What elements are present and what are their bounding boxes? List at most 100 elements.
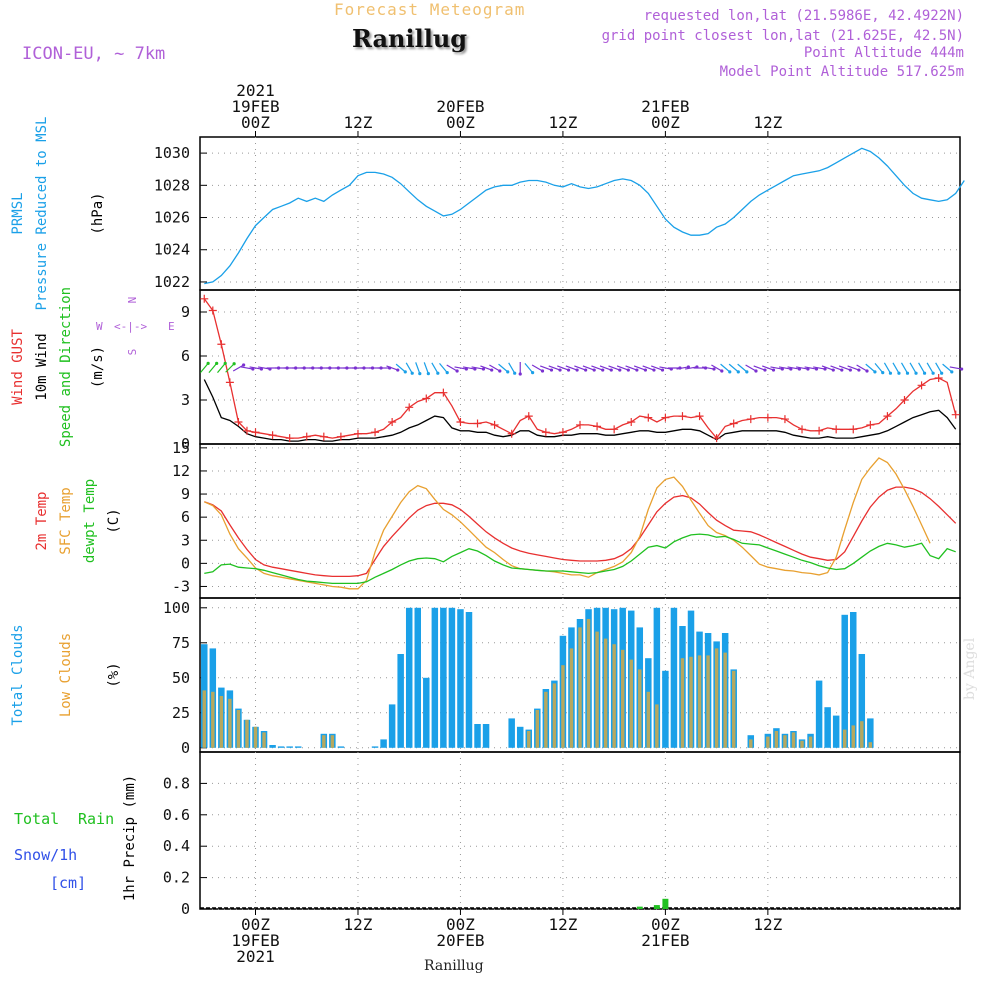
wind-arrow: [386, 365, 398, 371]
total-cloud-bar: [269, 745, 276, 748]
wind-arrow: [676, 366, 689, 370]
wind-arrow: [804, 366, 817, 370]
wind-arrow: [395, 363, 406, 373]
wind-arrow: [633, 365, 646, 371]
low-cloud-bar: [766, 736, 770, 748]
wind-arrow: [249, 366, 262, 370]
gust-marker: [388, 418, 397, 426]
pressure-ytick-label: 1026: [154, 209, 190, 227]
gust-marker: [200, 294, 209, 303]
wind-panel: [199, 289, 964, 445]
wind-arrowhead: [960, 367, 964, 371]
wind-arrowhead: [840, 368, 844, 372]
gust-marker: [353, 429, 362, 438]
model-label: ICON-EU, ~ 7km: [22, 44, 166, 64]
total-cloud-bar: [653, 607, 661, 748]
wind-arrow: [616, 365, 629, 371]
gust-marker: [798, 425, 807, 434]
wind-arrow: [574, 365, 586, 371]
wind-arrowhead: [549, 368, 554, 372]
low-cloud-bar: [843, 729, 847, 748]
total-cloud-bar: [371, 746, 379, 748]
wind-arrowhead: [558, 368, 562, 372]
watermark: by Angel: [962, 637, 978, 700]
total-cloud-bar: [858, 654, 866, 748]
wind-arrow: [462, 366, 476, 370]
wind-arrowhead: [754, 369, 758, 373]
low-cloud-bar: [586, 619, 591, 748]
wind-arrow: [918, 362, 926, 374]
pressure-ytick-label: 1028: [154, 176, 190, 194]
wind-arrowhead: [865, 369, 869, 373]
wind-arrow: [813, 366, 826, 370]
low-cloud-bar: [569, 648, 574, 748]
wind-arrowhead: [771, 368, 776, 372]
low-cloud-bar: [253, 726, 258, 748]
wind-arrowhead: [873, 370, 877, 374]
pressure-ytick-label: 1030: [154, 144, 190, 162]
wind-label-3: (m/s): [90, 346, 106, 388]
gust-marker: [285, 434, 294, 443]
total-cloud-bar: [474, 724, 481, 748]
gust-marker: [593, 422, 602, 431]
wind-arrow: [909, 362, 917, 374]
gust-marker: [832, 425, 841, 434]
wind-frame: [199, 289, 961, 445]
wind-arrowhead: [601, 368, 605, 372]
low-cloud-bar: [808, 736, 813, 748]
temperature-label-0: 2m Temp: [34, 491, 50, 550]
top-time-label: 19FEB: [231, 97, 279, 116]
wind-arrowhead: [950, 370, 954, 374]
wind-arrowhead: [513, 371, 517, 375]
wind-arrowhead: [455, 369, 459, 373]
gust-marker: [917, 381, 926, 390]
wind-arrow: [625, 365, 638, 371]
temperature-label-1: SFC Temp: [58, 487, 74, 554]
wind-arrowhead: [922, 371, 927, 375]
temperature-ytick-label: 9: [181, 485, 190, 503]
wind-arrowhead: [940, 371, 944, 375]
wind-arrow: [232, 364, 244, 372]
gust-marker: [866, 420, 875, 429]
wind-arrowhead: [823, 367, 827, 371]
gust-marker: [319, 432, 328, 441]
temperature-ytick-label: -3: [172, 577, 190, 595]
low-cloud-bar: [202, 690, 206, 748]
clouds-ytick-label: 50: [172, 669, 190, 687]
wind-arrow: [702, 366, 715, 370]
low-cloud-bar: [620, 649, 625, 748]
gust-marker: [883, 412, 892, 421]
temperature-ytick-label: 6: [181, 508, 190, 526]
total-cloud-bar: [380, 739, 387, 748]
gust-marker: [371, 428, 380, 437]
wind-ytick-label: 0: [181, 435, 190, 453]
low-cloud-bar: [655, 704, 659, 748]
wind-arrow: [949, 366, 962, 370]
total-cloud-bar: [670, 607, 678, 748]
wind-arrow: [225, 363, 235, 373]
pressure-label-0: PRMSL: [10, 192, 26, 234]
low-cloud-bar: [697, 655, 702, 748]
low-cloud-bar: [723, 652, 727, 748]
low-cloud-bar: [774, 731, 779, 748]
wind-arrow: [565, 365, 578, 371]
wind-arrowhead: [888, 371, 893, 375]
total-cloud-bar: [440, 607, 447, 748]
clouds-ytick-label: 0: [181, 739, 190, 757]
wind-arrow: [847, 365, 860, 371]
low-cloud-bar: [629, 659, 633, 748]
clouds-ytick-label: 25: [172, 704, 190, 722]
wind-arrow: [737, 363, 748, 373]
bottom-time-label: 21FEB: [641, 931, 689, 950]
wind-arrow: [208, 363, 218, 373]
wind-arrowhead: [490, 368, 494, 372]
top-time-label: 12Z: [344, 113, 373, 132]
wind-arrowhead: [897, 371, 901, 375]
low-cloud-bar: [749, 739, 753, 748]
total-cloud-bar: [824, 707, 831, 748]
gust-marker: [336, 432, 345, 441]
wind-arrowhead: [763, 368, 767, 372]
total-cloud-bar: [832, 715, 840, 748]
precip-ytick-label: 0.4: [163, 837, 190, 855]
low-cloud-bar: [544, 691, 548, 748]
